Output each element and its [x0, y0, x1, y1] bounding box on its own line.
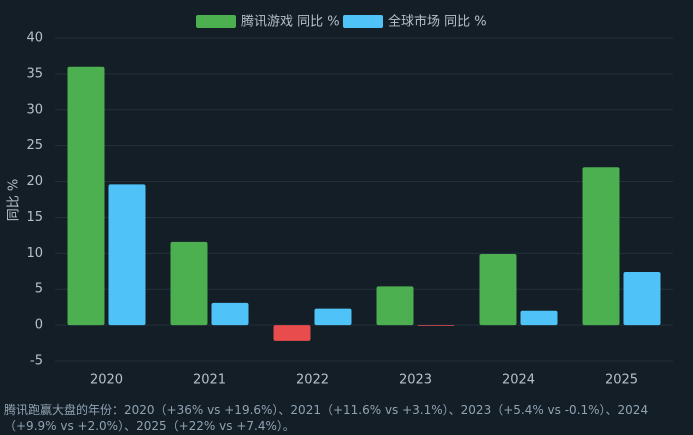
y-tick-label: 30 — [26, 102, 43, 117]
y-tick-label: 10 — [26, 246, 43, 261]
bar — [520, 310, 558, 326]
y-tick-label: -5 — [30, 354, 43, 369]
x-tick-label: 2020 — [90, 373, 123, 388]
bar — [417, 325, 455, 326]
legend-label: 全球市场 同比 % — [388, 14, 487, 30]
bar — [479, 254, 517, 326]
y-tick-label: 35 — [26, 66, 43, 81]
bar — [582, 167, 620, 326]
x-tick-label: 2021 — [193, 373, 226, 388]
legend-label: 腾讯游戏 同比 % — [241, 14, 340, 30]
legend-swatch — [196, 15, 236, 28]
annotation: 腾讯跑赢大盘的年份：2020（+36% vs +19.6%）、2021（+11.… — [4, 403, 649, 433]
bar — [376, 286, 414, 326]
y-tick-label: 40 — [26, 31, 43, 46]
bar — [108, 184, 146, 326]
x-tick-label: 2023 — [399, 373, 432, 388]
y-axis-label: 同比 % — [7, 179, 22, 222]
y-tick-label: 0 — [35, 318, 43, 333]
bar — [314, 308, 352, 326]
y-tick-label: 25 — [26, 138, 43, 153]
legend-swatch — [343, 15, 383, 28]
y-tick-label: 15 — [26, 210, 43, 225]
x-tick-label: 2025 — [605, 373, 638, 388]
y-tick-label: 20 — [26, 174, 43, 189]
bar — [67, 66, 105, 326]
bar — [211, 302, 249, 326]
y-tick-label: 5 — [35, 282, 43, 297]
bar — [273, 325, 311, 341]
bar — [170, 241, 208, 326]
x-tick-label: 2022 — [296, 373, 329, 388]
bar — [623, 271, 661, 326]
x-tick-label: 2024 — [502, 373, 535, 388]
